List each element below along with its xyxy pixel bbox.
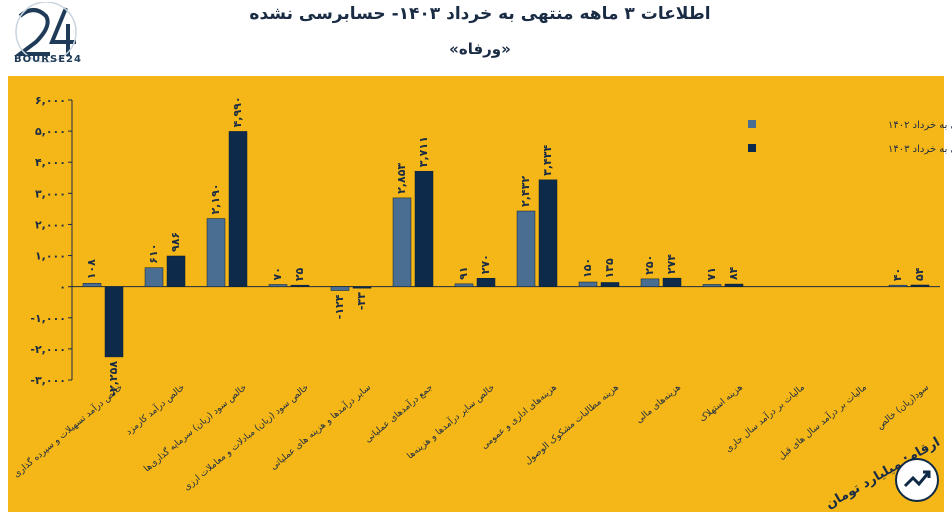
y-axis: -۳,۰۰۰ -۲,۰۰۰ -۱,۰۰۰ ۰ ۱,۰۰۰ ۲,۰۰۰ ۳,۰۰۰ ۴,۰۰۰ ۵… [30,94,940,387]
page-subtitle: «ورفاه» [449,40,511,58]
bar-value-label: ۳,۷۱۱ [417,136,430,167]
bar-1402 [454,283,474,287]
bar-value-label: -۲,۲۵۸ [107,361,120,397]
bar-1403 [290,284,310,287]
bar-1403 [476,278,496,287]
bar-value-label: ۲,۴۳۲ [519,176,532,207]
legend-label-1403: عملکرد منتهی به خرداد ۱۴۰۳ [888,144,952,155]
y-tick-label: ۳,۰۰۰ [35,187,66,200]
bar-value-label: ۷۰ [271,267,284,280]
bar-value-label: ۲۵۰ [643,255,656,275]
legend-swatch-1403 [748,144,756,152]
bar-value-label: ۱۰۸ [85,259,98,279]
bar-value-label: ۱۵۰ [581,258,594,278]
bar-value-label: ۵۴ [913,267,926,281]
bar-value-label: -۱۲۴ [333,294,346,319]
y-tick-label: ۱,۰۰۰ [35,250,66,263]
bar-value-label: -۳۳ [355,292,368,310]
bar-value-label: ۹۸۶ [169,232,182,252]
legend: عملکرد منتهی به خرداد ۱۴۰۲ عملکرد منتهی … [718,106,952,162]
bar-value-label: ۳,۴۳۴ [541,145,554,176]
bar-1403 [910,284,930,287]
bar-1403 [662,277,682,287]
bar-1403 [600,282,620,287]
value-labels: ۱۰۸ -۲,۲۵۸ ۶۱۰ ۹۸۶ ۲,۱۹۰ ۴,۹۹۰ ۷۰ ۲۵ -۱۲۴ -۳۳ ۲,۸۵… [85,96,926,396]
bourse24-logo [14,2,77,63]
logo-text: BOURSE24 [14,54,82,65]
bar-1403 [414,170,434,287]
bar-1403 [228,131,248,287]
bar-1402 [392,197,412,287]
legend-label-1402: عملکرد منتهی به خرداد ۱۴۰۲ [888,120,952,131]
bar-1402 [702,284,722,287]
y-tick-label: -۱,۰۰۰ [30,312,66,325]
bar-1402 [578,281,598,287]
bar-value-label: ۱۳۵ [603,258,616,278]
y-tick-label: ۶,۰۰۰ [35,94,66,107]
y-tick-label: ۲,۰۰۰ [35,218,66,231]
bar-value-label: ۸۴ [727,266,740,280]
bar-value-label: ۲,۸۵۳ [395,163,408,194]
y-tick-label: ۵,۰۰۰ [35,125,66,138]
bar-1402 [516,210,536,287]
bar-1403 [166,255,186,287]
bar-value-label: ۴,۹۹۰ [231,96,244,127]
bar-1402 [206,218,226,287]
bars [82,131,930,358]
bar-value-label: ۹۱ [457,266,470,279]
bar-value-label: ۲۵ [293,267,306,281]
bar-value-label: ۴۰ [891,268,904,281]
y-tick-label: -۲,۰۰۰ [30,343,66,356]
page-title: اطلاعات ۳ ماهه منتهی به خرداد ۱۴۰۳- حساب… [249,4,711,24]
bar-1402 [268,284,288,287]
bar-1403 [352,286,372,289]
bar-1402 [144,267,164,287]
legend-swatch-1402 [748,120,756,128]
bar-1403 [104,286,124,358]
bar-value-label: ۶۱۰ [147,244,160,264]
y-tick-label: -۳,۰۰۰ [30,374,66,387]
bar-value-label: ۷۱ [705,267,718,280]
bar-1402 [82,283,102,287]
bar-chart: -۳,۰۰۰ -۲,۰۰۰ -۱,۰۰۰ ۰ ۱,۰۰۰ ۲,۰۰۰ ۳,۰۰۰ ۴,۰۰۰ ۵… [8,76,952,512]
y-tick-label: ۴,۰۰۰ [35,156,66,169]
bar-value-label: ۲۷۴ [665,254,678,274]
bar-1403 [724,283,744,287]
trend-arrow-icon [895,458,939,502]
bar-1403 [538,179,558,287]
y-tick-label: ۰ [59,281,66,294]
bar-1402 [888,284,908,287]
bar-1402 [640,278,660,287]
bar-value-label: ۲۷۰ [479,254,492,274]
bar-value-label: ۲,۱۹۰ [209,183,222,214]
bar-1402 [330,286,350,291]
